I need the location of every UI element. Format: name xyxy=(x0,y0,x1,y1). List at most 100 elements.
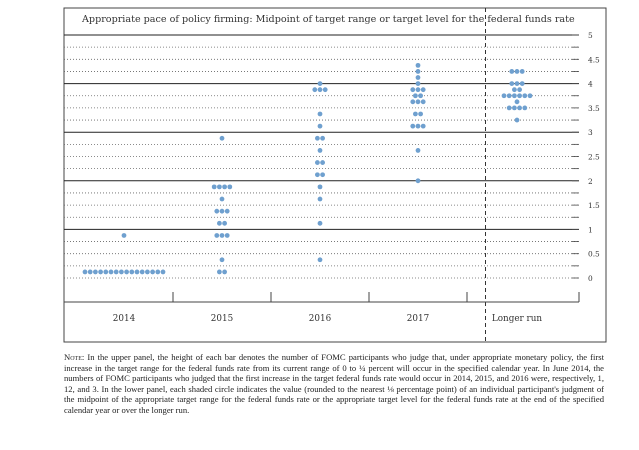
participant-dot xyxy=(317,184,323,190)
participant-dot xyxy=(527,93,533,99)
participant-dot xyxy=(410,87,416,93)
participant-dot xyxy=(219,233,225,238)
participant-dot xyxy=(317,87,323,93)
participant-dot xyxy=(512,93,517,99)
participant-dot xyxy=(227,184,233,190)
participant-dot xyxy=(320,160,325,165)
participant-dot xyxy=(410,123,416,129)
participant-dot xyxy=(219,196,225,202)
participant-dot xyxy=(519,69,525,74)
y-tick-label: 4.5 xyxy=(588,55,600,64)
participant-dot xyxy=(222,220,228,226)
y-tick-label: 4 xyxy=(588,80,593,89)
participant-dot xyxy=(222,184,228,190)
participant-dot xyxy=(420,99,426,105)
participant-dot xyxy=(222,269,228,275)
participant-dot xyxy=(512,105,517,111)
y-tick-label: 3 xyxy=(588,128,593,137)
x-tick-label: 2014 xyxy=(113,314,136,324)
participant-dot xyxy=(93,269,98,275)
participant-dot xyxy=(217,269,222,275)
y-tick-label: 2.5 xyxy=(588,153,600,162)
y-tick-label: 5 xyxy=(588,31,593,40)
participant-dot xyxy=(317,220,323,226)
participant-dot xyxy=(317,148,323,153)
x-axis: 2014 2015 2016 2017 Longer run xyxy=(63,292,580,324)
participant-dot xyxy=(124,269,129,275)
note-text: In the upper panel, the height of each b… xyxy=(64,352,604,415)
participant-dot xyxy=(506,93,512,99)
participant-dot xyxy=(211,184,217,190)
x-tick-label: Longer run xyxy=(492,314,543,324)
participant-dot xyxy=(108,269,114,275)
participant-dot xyxy=(217,220,222,226)
y-tick-label: 2 xyxy=(588,177,593,186)
y-axis: 0 0.5 1 1.5 2 2.5 3 3.5 4 4.5 5 xyxy=(572,31,600,283)
chart-note: Note: In the upper panel, the height of … xyxy=(64,352,604,416)
participant-dot xyxy=(317,111,323,117)
participant-dot xyxy=(509,81,515,86)
participant-dot xyxy=(522,105,528,111)
y-tick-label: 0 xyxy=(588,274,593,283)
y-tick-label: 3.5 xyxy=(588,104,600,113)
participant-dot xyxy=(519,81,525,86)
participant-dot xyxy=(415,99,421,105)
participant-dot xyxy=(517,93,522,99)
participant-dot xyxy=(217,184,222,190)
participant-dot xyxy=(415,62,421,68)
participant-dot xyxy=(415,69,421,74)
chart-frame xyxy=(63,7,607,343)
y-tick-label: 0.5 xyxy=(588,250,600,259)
participant-dot xyxy=(415,75,421,80)
participant-dot xyxy=(219,135,225,141)
participant-dot xyxy=(134,269,140,275)
participant-dot xyxy=(224,208,230,214)
participant-dot xyxy=(517,105,522,111)
participant-dot xyxy=(514,81,520,86)
participant-dot xyxy=(514,99,520,105)
participant-dot xyxy=(420,87,426,93)
participant-dot xyxy=(415,178,421,184)
participant-dot xyxy=(87,269,93,275)
participant-dot xyxy=(129,269,135,275)
participant-dot xyxy=(160,269,166,275)
participant-dot xyxy=(315,160,320,165)
participant-dot xyxy=(103,269,109,275)
participant-dot xyxy=(410,99,416,105)
participant-dot xyxy=(501,93,507,99)
participant-dot xyxy=(514,117,520,123)
participant-dot xyxy=(150,269,156,275)
participant-dot xyxy=(413,111,418,117)
participant-dot xyxy=(418,93,423,99)
participant-dot xyxy=(320,172,325,178)
participant-dot xyxy=(509,69,515,74)
participant-dot xyxy=(522,93,528,99)
participant-dot xyxy=(139,269,145,275)
participant-dot xyxy=(82,269,88,275)
participant-dot xyxy=(317,257,323,263)
participant-dot xyxy=(420,123,426,129)
participant-dot xyxy=(418,111,423,117)
participant-dot xyxy=(413,93,418,99)
participant-dot xyxy=(512,87,517,93)
participant-dot xyxy=(121,233,127,238)
dots xyxy=(82,62,533,275)
grid xyxy=(64,8,579,342)
participant-dot xyxy=(317,123,323,129)
participant-dot xyxy=(214,208,220,214)
participant-dot xyxy=(415,148,421,153)
y-tick-label: 1.5 xyxy=(588,201,600,210)
participant-dot xyxy=(219,257,225,263)
chart-title: Appropriate pace of policy firming: Midp… xyxy=(81,14,575,25)
participant-dot xyxy=(322,87,328,93)
participant-dot xyxy=(214,233,220,238)
participant-dot xyxy=(514,69,520,74)
participant-dot xyxy=(506,105,512,111)
x-tick-label: 2015 xyxy=(211,314,233,324)
participant-dot xyxy=(320,135,325,141)
x-tick-label: 2016 xyxy=(309,314,332,324)
participant-dot xyxy=(315,172,320,178)
participant-dot xyxy=(145,269,150,275)
participant-dot xyxy=(315,135,320,141)
